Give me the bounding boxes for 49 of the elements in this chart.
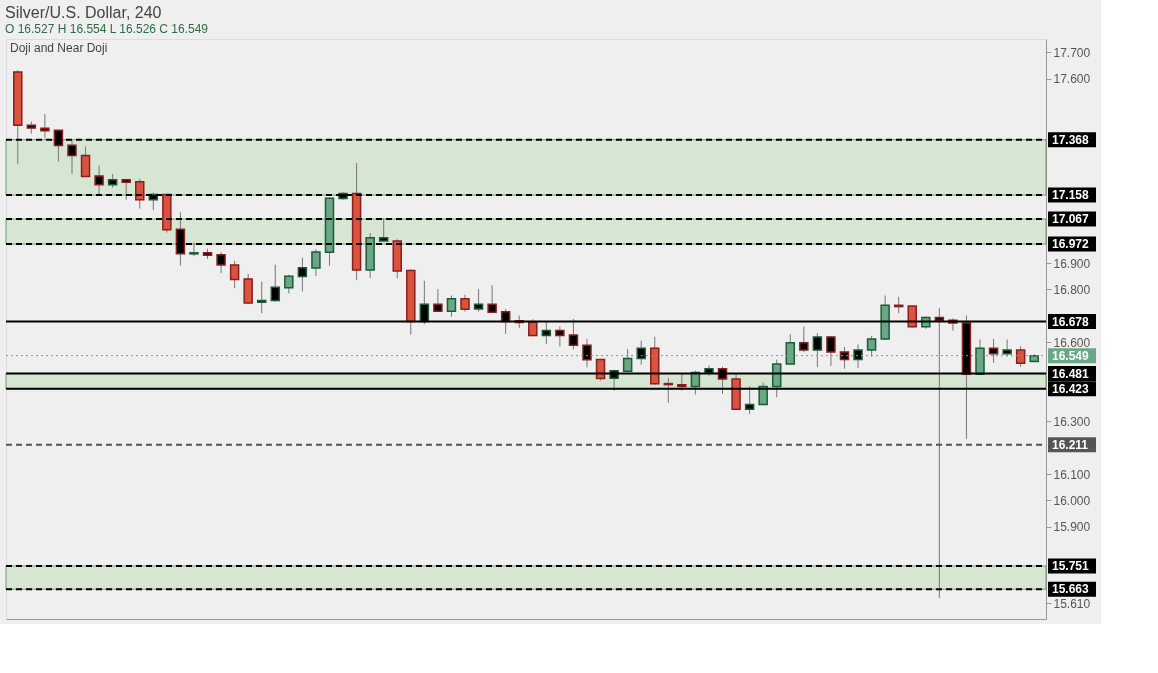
candlestick: [243, 273, 253, 305]
y-tick-label: 15.610: [1053, 596, 1091, 611]
ref-line-label: 16.423: [1052, 381, 1090, 396]
y-tick-label: 16.300: [1053, 414, 1091, 429]
candlestick: [80, 145, 91, 178]
ref-line-label: 16.211: [1052, 437, 1089, 452]
candlestick: [256, 281, 267, 314]
candlestick: [839, 346, 850, 370]
candlestick: [853, 344, 863, 369]
y-tick-label: 15.900: [1053, 520, 1091, 535]
y-tick-label: 16.900: [1053, 256, 1091, 271]
candlestick: [582, 338, 592, 368]
candlestick: [311, 248, 321, 277]
y-tick-label: 16.000: [1053, 493, 1091, 508]
chart-subtitle: O 16.527 H 16.554 L 16.526 C 16.549: [5, 22, 209, 36]
chart-title: Silver/U.S. Dollar, 240: [5, 4, 162, 21]
ref-line-label: 16.972: [1052, 237, 1090, 252]
candlestick: [216, 251, 226, 274]
candlestick: [826, 335, 836, 367]
candlestick: [446, 295, 457, 318]
ref-line-label: 17.067: [1052, 212, 1090, 227]
candlestick: [284, 274, 294, 294]
candlestick: [1015, 345, 1026, 368]
ref-line-label: 15.751: [1052, 559, 1090, 574]
ref-line-label: 16.549: [1052, 348, 1090, 363]
candlestick: [229, 260, 240, 289]
candlestick: [433, 288, 443, 313]
y-tick-label: 17.600: [1053, 72, 1091, 87]
ref-line-label: 17.158: [1052, 188, 1090, 203]
candlestick: [799, 326, 809, 353]
candlestick: [555, 325, 565, 348]
ref-line-label: 17.368: [1052, 132, 1090, 147]
y-tick-label: 17.700: [1053, 45, 1091, 60]
y-tick-label: 16.100: [1053, 467, 1091, 482]
candlestick: [135, 178, 145, 210]
ref-line-label: 16.481: [1052, 366, 1090, 381]
candlestick: [487, 284, 497, 313]
candlestick: [988, 338, 999, 364]
candlestick: [1002, 339, 1012, 358]
y-tick-label: 16.600: [1053, 335, 1091, 350]
y-tick-label: 16.800: [1053, 282, 1091, 297]
candlestick: [270, 264, 281, 303]
ref-line-label: 15.663: [1052, 582, 1090, 597]
candlestick: [758, 382, 768, 406]
candlestick: [473, 288, 484, 313]
annotation: Doji and Near Doji: [10, 41, 108, 55]
ref-line-label: 16.678: [1052, 314, 1090, 329]
candlestick: [812, 332, 823, 368]
candlestick: [297, 257, 308, 293]
